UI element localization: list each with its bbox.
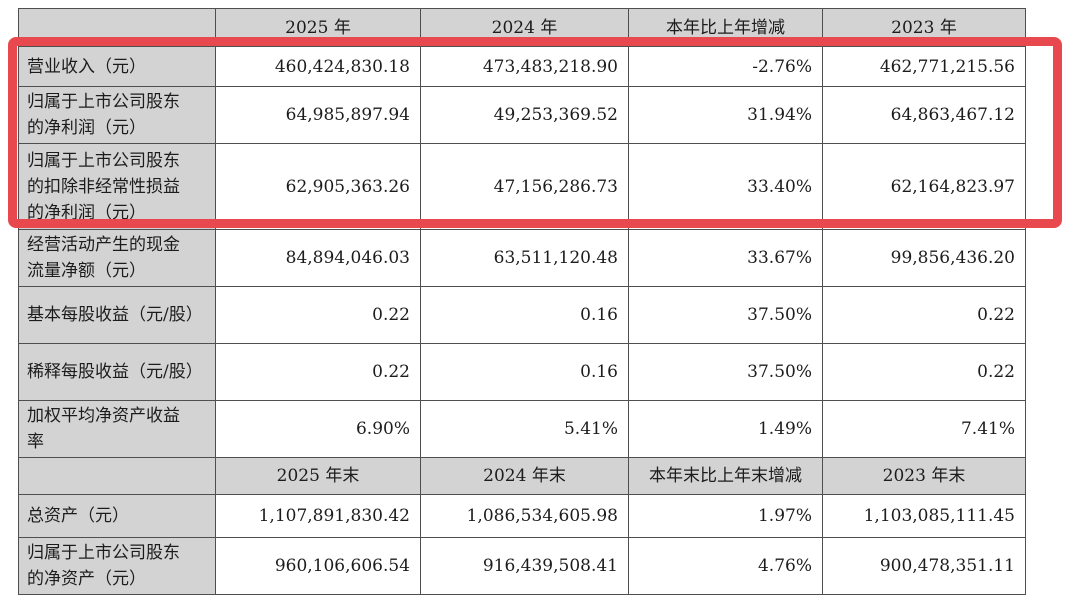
value-2025: 62,905,363.26 <box>215 143 421 230</box>
value-2023: 1,103,085,111.45 <box>822 494 1026 538</box>
value-2025: 0.22 <box>215 286 421 344</box>
value-change: 33.67% <box>628 229 823 287</box>
row-label: 营业收入（元） <box>18 46 216 87</box>
row-label: 归属于上市公司股东的扣除非经常性损益的净利润（元） <box>18 143 216 230</box>
row-label: 经营活动产生的现金流量净额（元） <box>18 229 216 287</box>
header-end-change: 本年末比上年末增减 <box>628 457 823 495</box>
value-2023: 62,164,823.97 <box>822 143 1026 230</box>
header-2025-end: 2025 年末 <box>215 457 421 495</box>
blank-header-cell <box>18 457 216 495</box>
value-change: 1.49% <box>628 400 823 458</box>
row-label: 加权平均净资产收益率 <box>18 400 216 458</box>
value-2023: 900,478,351.11 <box>822 537 1026 595</box>
header-yoy-change: 本年比上年增减 <box>628 8 823 47</box>
value-2025: 960,106,606.54 <box>215 537 421 595</box>
value-change: 37.50% <box>628 286 823 344</box>
value-change: -2.76% <box>628 46 823 87</box>
value-change: 1.97% <box>628 494 823 538</box>
value-2025: 84,894,046.03 <box>215 229 421 287</box>
row-label: 总资产（元） <box>18 494 216 538</box>
value-change: 33.40% <box>628 143 823 230</box>
header-2025: 2025 年 <box>215 8 421 47</box>
value-change: 37.50% <box>628 343 823 401</box>
value-2025: 1,107,891,830.42 <box>215 494 421 538</box>
value-2024: 1,086,534,605.98 <box>420 494 629 538</box>
blank-header-cell <box>18 8 216 47</box>
value-2024: 47,156,286.73 <box>420 143 629 230</box>
value-2024: 473,483,218.90 <box>420 46 629 87</box>
header-2024: 2024 年 <box>420 8 629 47</box>
header-2023: 2023 年 <box>822 8 1026 47</box>
value-2025: 460,424,830.18 <box>215 46 421 87</box>
value-change: 4.76% <box>628 537 823 595</box>
table-row-net-assets: 归属于上市公司股东的净资产（元） 960,106,606.54 916,439,… <box>18 537 1026 595</box>
period-end-header-row: 2025 年末 2024 年末 本年末比上年末增减 2023 年末 <box>18 457 1026 495</box>
value-2023: 0.22 <box>822 343 1026 401</box>
table-row-operating-cash-flow: 经营活动产生的现金流量净额（元） 84,894,046.03 63,511,12… <box>18 229 1026 287</box>
table-row-total-assets: 总资产（元） 1,107,891,830.42 1,086,534,605.98… <box>18 494 1026 538</box>
period-header-row: 2025 年 2024 年 本年比上年增减 2023 年 <box>18 8 1026 47</box>
value-2023: 462,771,215.56 <box>822 46 1026 87</box>
row-label: 稀释每股收益（元/股） <box>18 343 216 401</box>
value-2023: 7.41% <box>822 400 1026 458</box>
table-row-weighted-roe: 加权平均净资产收益率 6.90% 5.41% 1.49% 7.41% <box>18 400 1026 458</box>
header-2023-end: 2023 年末 <box>822 457 1026 495</box>
value-2023: 0.22 <box>822 286 1026 344</box>
value-2024: 0.16 <box>420 343 629 401</box>
value-2024: 0.16 <box>420 286 629 344</box>
value-2025: 0.22 <box>215 343 421 401</box>
value-change: 31.94% <box>628 86 823 144</box>
value-2024: 63,511,120.48 <box>420 229 629 287</box>
table-row-basic-eps: 基本每股收益（元/股） 0.22 0.16 37.50% 0.22 <box>18 286 1026 344</box>
value-2024: 5.41% <box>420 400 629 458</box>
value-2025: 6.90% <box>215 400 421 458</box>
key-financial-data-table: 2025 年 2024 年 本年比上年增减 2023 年 营业收入（元） 460… <box>18 8 1026 595</box>
value-2023: 99,856,436.20 <box>822 229 1026 287</box>
table-row-diluted-eps: 稀释每股收益（元/股） 0.22 0.16 37.50% 0.22 <box>18 343 1026 401</box>
row-label: 归属于上市公司股东的净资产（元） <box>18 537 216 595</box>
header-2024-end: 2024 年末 <box>420 457 629 495</box>
row-label: 归属于上市公司股东的净利润（元） <box>18 86 216 144</box>
table-row-revenue: 营业收入（元） 460,424,830.18 473,483,218.90 -2… <box>18 46 1026 87</box>
value-2025: 64,985,897.94 <box>215 86 421 144</box>
row-label: 基本每股收益（元/股） <box>18 286 216 344</box>
value-2023: 64,863,467.12 <box>822 86 1026 144</box>
value-2024: 49,253,369.52 <box>420 86 629 144</box>
table-row-deducted-net-profit: 归属于上市公司股东的扣除非经常性损益的净利润（元） 62,905,363.26 … <box>18 143 1026 230</box>
table-row-net-profit: 归属于上市公司股东的净利润（元） 64,985,897.94 49,253,36… <box>18 86 1026 144</box>
value-2024: 916,439,508.41 <box>420 537 629 595</box>
